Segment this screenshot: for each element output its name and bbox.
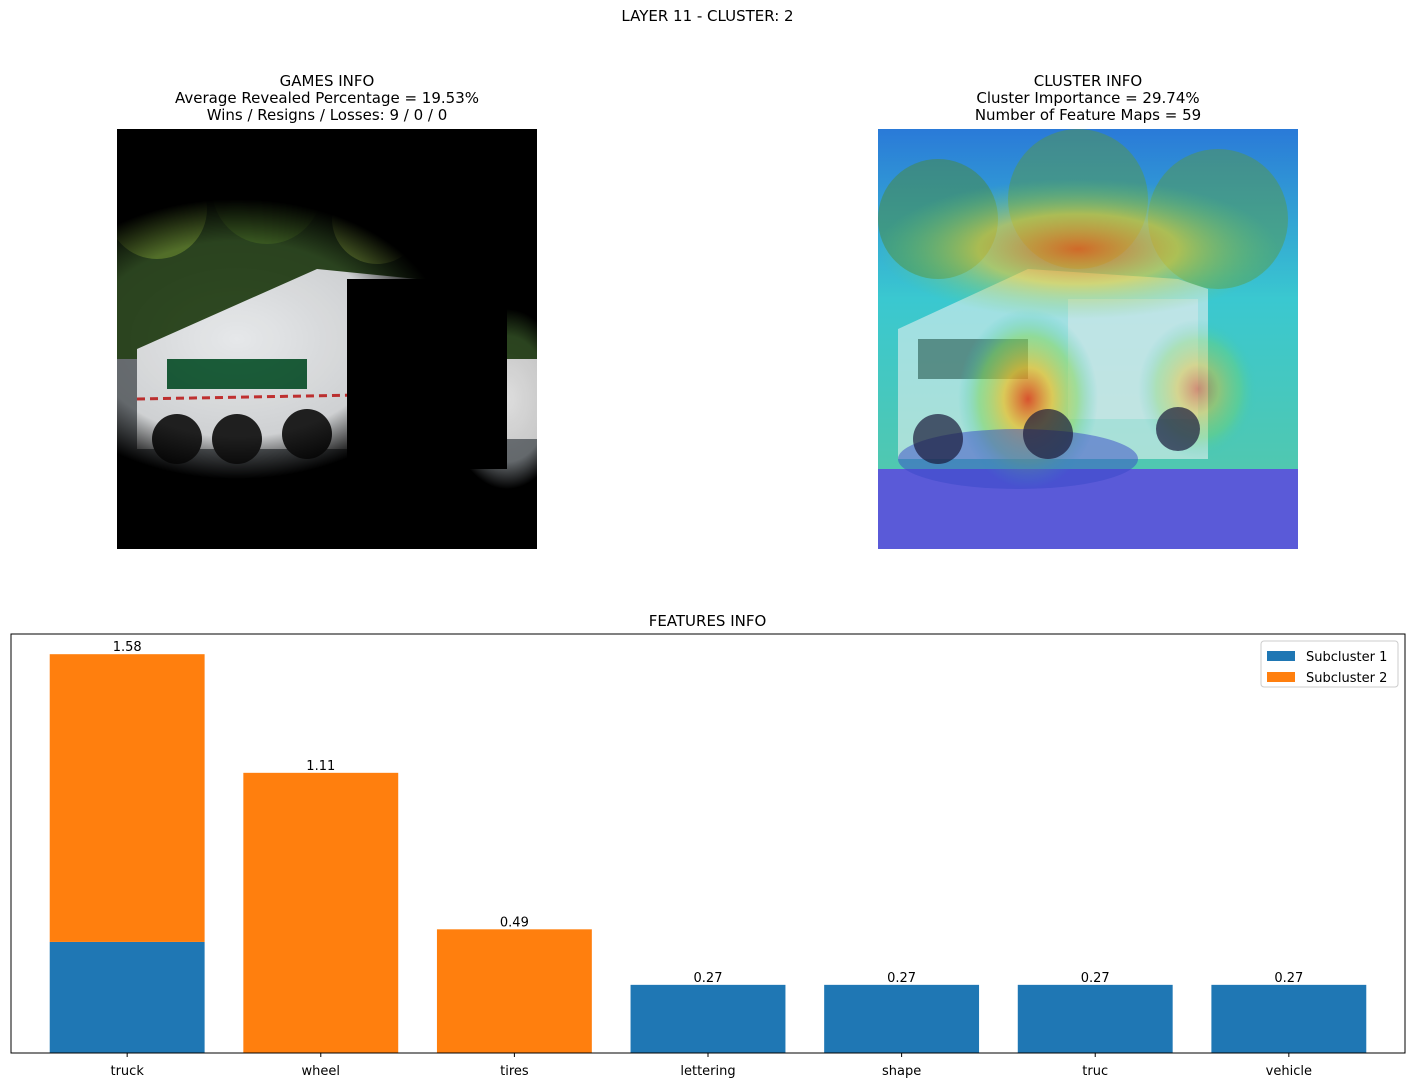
cluster-info-importance: Cluster Importance = 29.74%: [976, 89, 1200, 107]
bar-vehicle-subcluster-1: [1211, 984, 1367, 1053]
bar-total-label: 1.11: [306, 759, 335, 774]
x-tick-label: truc: [1082, 1064, 1108, 1079]
bar-truc-subcluster-1: [1017, 984, 1173, 1053]
x-tick-label: tires: [500, 1064, 529, 1079]
heatmap-truck-image: [878, 129, 1298, 549]
cluster-info-title: CLUSTER INFO: [1033, 72, 1143, 90]
cluster-info-feature-maps: Number of Feature Maps = 59: [974, 106, 1202, 124]
x-tick-label: truck: [110, 1064, 144, 1079]
bar-shape-subcluster-1: [824, 984, 980, 1053]
games-info-record: Wins / Resigns / Losses: 9 / 0 / 0: [206, 106, 448, 124]
bar-total-label: 0.27: [1274, 971, 1303, 986]
bar-lettering-subcluster-1: [630, 984, 786, 1053]
masked-truck-image: [117, 129, 537, 549]
bars-group: [49, 654, 1367, 1053]
figure-title: LAYER 11 - CLUSTER: 2: [621, 7, 794, 25]
bar-tires-subcluster-2: [436, 929, 592, 1053]
total-labels-group: 1.58 1.11 0.49 0.27 0.27 0.27 0.27: [113, 640, 1304, 986]
legend-label-1: Subcluster 1: [1306, 650, 1387, 665]
bar-total-label: 1.58: [113, 640, 142, 655]
x-axis-ticks-group: truck wheel tires lettering shape truc vehicle: [110, 1053, 1312, 1079]
games-info-revealed: Average Revealed Percentage = 19.53%: [174, 89, 479, 107]
bar-truck-subcluster-1: [49, 941, 205, 1053]
bar-total-label: 0.27: [1081, 971, 1110, 986]
legend-swatch-2: [1267, 672, 1295, 682]
games-info-title: GAMES INFO: [279, 72, 375, 90]
bar-wheel-subcluster-2: [243, 772, 399, 1053]
features-chart-title: FEATURES INFO: [648, 612, 767, 630]
bar-total-label: 0.49: [500, 915, 529, 930]
games-info-title-block: GAMES INFO Average Revealed Percentage =…: [87, 73, 567, 124]
legend-swatch-1: [1267, 651, 1295, 661]
plot-frame: [10, 633, 1406, 1054]
bar-total-label: 0.27: [694, 971, 723, 986]
cluster-info-title-block: CLUSTER INFO Cluster Importance = 29.74%…: [848, 73, 1328, 124]
x-tick-label: vehicle: [1266, 1064, 1312, 1079]
x-tick-label: shape: [882, 1064, 921, 1079]
bar-total-label: 0.27: [887, 971, 916, 986]
legend-label-2: Subcluster 2: [1306, 671, 1387, 686]
legend-box: [1260, 640, 1399, 688]
bar-truck-subcluster-2: [49, 654, 205, 942]
legend: Subcluster 1 Subcluster 2: [1260, 640, 1399, 688]
x-tick-label: lettering: [680, 1064, 735, 1079]
x-tick-label: wheel: [302, 1064, 340, 1079]
